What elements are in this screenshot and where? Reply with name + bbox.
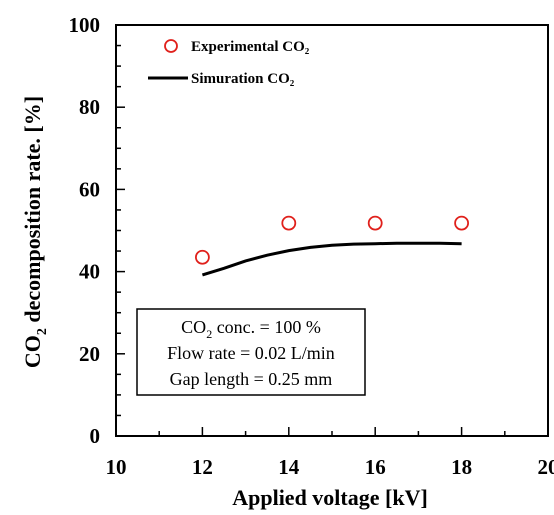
x-tick-label: 18 [451,455,472,479]
annotation-co-text: CO [181,317,206,337]
legend-label-simuration: Simuration CO₂ [191,71,295,87]
y-tick-label: 40 [79,260,100,284]
experimental-point [194,249,210,265]
legend-label-experimental: Experimental CO₂ [191,39,310,55]
x-tick-label: 16 [365,455,386,479]
series-line-simuration-co2 [201,241,462,277]
annotation-line-1: CO2 conc. = 100 % [181,317,321,341]
x-tick-label: 10 [106,455,127,479]
annotation-line-2: Flow rate = 0.02 L/min [167,343,335,363]
annotation-co-subscript: 2 [206,327,212,341]
x-axis-title: Applied voltage [kV] [232,485,428,510]
y-axis-title-part-2: decomposition rate. [%] [20,96,45,328]
y-tick-label: 20 [79,342,100,366]
conditions-annotation: CO2 conc. = 100 % Flow rate = 0.02 L/min… [136,308,366,396]
experimental-point [367,215,383,231]
y-tick-label: 60 [79,177,100,201]
series-points-experimental-co2 [194,215,470,265]
y-tick-label: 0 [90,424,101,448]
experimental-point [454,215,470,231]
y-axis-title-part-1: CO [20,335,45,368]
x-tick-label: 20 [538,455,554,479]
annotation-line-3: Gap length = 0.25 mm [170,369,333,389]
annotation-box [136,308,366,396]
y-axis-title: CO2 decomposition rate. [%] [20,96,50,368]
y-axis-title-subscript: 2 [35,328,50,335]
axis-ticks [115,24,549,437]
legend-marker-experimental [164,39,178,53]
y-tick-label: 100 [69,13,101,37]
annotation-conc-text: conc. = 100 % [212,317,321,337]
experimental-point [281,215,297,231]
x-tick-label: 14 [278,455,300,479]
legend: Experimental CO₂ Simuration CO₂ [148,39,310,87]
y-tick-label: 80 [79,95,100,119]
axis-tick-labels: 10 12 14 16 18 20 0 20 40 60 80 100 [69,13,554,479]
x-tick-label: 12 [192,455,213,479]
